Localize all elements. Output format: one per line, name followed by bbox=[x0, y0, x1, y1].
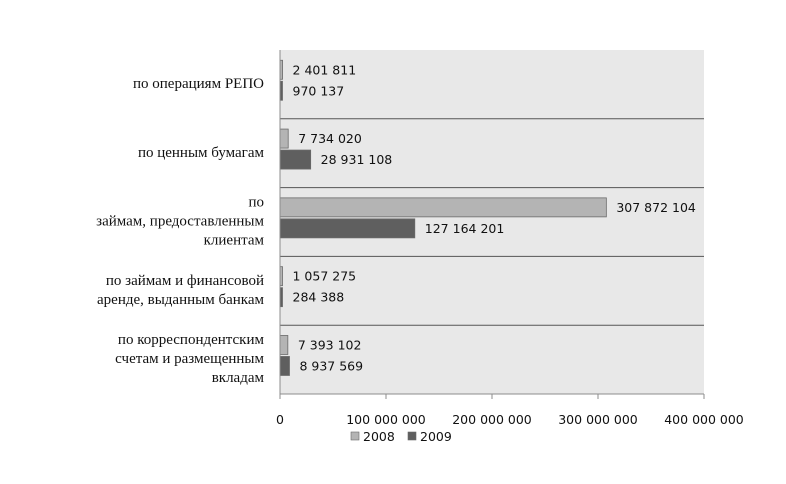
legend-label-2009: 2009 bbox=[420, 429, 452, 444]
category-label: клиентам bbox=[204, 233, 265, 249]
data-label-2009: 284 388 bbox=[293, 290, 345, 305]
category-label: по займам и финансовой bbox=[106, 273, 264, 289]
data-label-2008: 2 401 811 bbox=[293, 62, 357, 77]
legend-label-2008: 2008 bbox=[363, 429, 395, 444]
category-separators bbox=[280, 118, 704, 326]
x-tick-label: 200 000 000 bbox=[452, 412, 532, 427]
data-label-2009: 28 931 108 bbox=[321, 152, 393, 167]
bar-2008 bbox=[279, 335, 289, 355]
bar-2008 bbox=[279, 128, 289, 149]
x-axis-ticks: 0 100 000 000 200 000 000 300 000 000 400 00… bbox=[276, 394, 744, 427]
data-label-2008: 7 393 102 bbox=[298, 337, 362, 352]
category-label: по корреспондентским bbox=[118, 332, 265, 348]
category-label: по ценным бумагам bbox=[138, 145, 265, 161]
category-label: вкладам bbox=[212, 370, 265, 386]
legend: 2008 2009 bbox=[350, 429, 452, 444]
bar-2009 bbox=[279, 149, 312, 170]
x-tick-label: 300 000 000 bbox=[558, 412, 638, 427]
legend-swatch-2009 bbox=[407, 431, 417, 441]
data-label-2009: 127 164 201 bbox=[425, 221, 505, 236]
bar-2009 bbox=[279, 218, 416, 239]
category-label: счетам и размещенным bbox=[115, 351, 264, 367]
data-label-2008: 7 734 020 bbox=[298, 131, 362, 146]
x-tick-label: 0 bbox=[276, 412, 284, 427]
legend-swatch-2008 bbox=[350, 431, 360, 441]
value-labels: 2 401 811 970 137 7 734 020 28 931 108 307 8… bbox=[293, 62, 696, 373]
data-label-2009: 970 137 bbox=[293, 83, 345, 98]
category-label: займам, предоставленным bbox=[96, 214, 264, 230]
category-label: аренде, выданным банкам bbox=[97, 292, 264, 308]
category-label: по bbox=[248, 195, 264, 211]
category-labels: по операциям РЕПО по ценным бумагам по займ… bbox=[96, 76, 264, 386]
bar-2009 bbox=[279, 356, 290, 376]
x-tick-label: 400 000 000 bbox=[664, 412, 744, 427]
x-tick-label: 100 000 000 bbox=[346, 412, 426, 427]
data-label-2009: 8 937 569 bbox=[299, 358, 363, 373]
category-label: по операциям РЕПО bbox=[133, 76, 264, 92]
data-label-2008: 307 872 104 bbox=[616, 200, 696, 215]
data-label-2008: 1 057 275 bbox=[293, 269, 357, 284]
bar-2008 bbox=[279, 197, 607, 218]
